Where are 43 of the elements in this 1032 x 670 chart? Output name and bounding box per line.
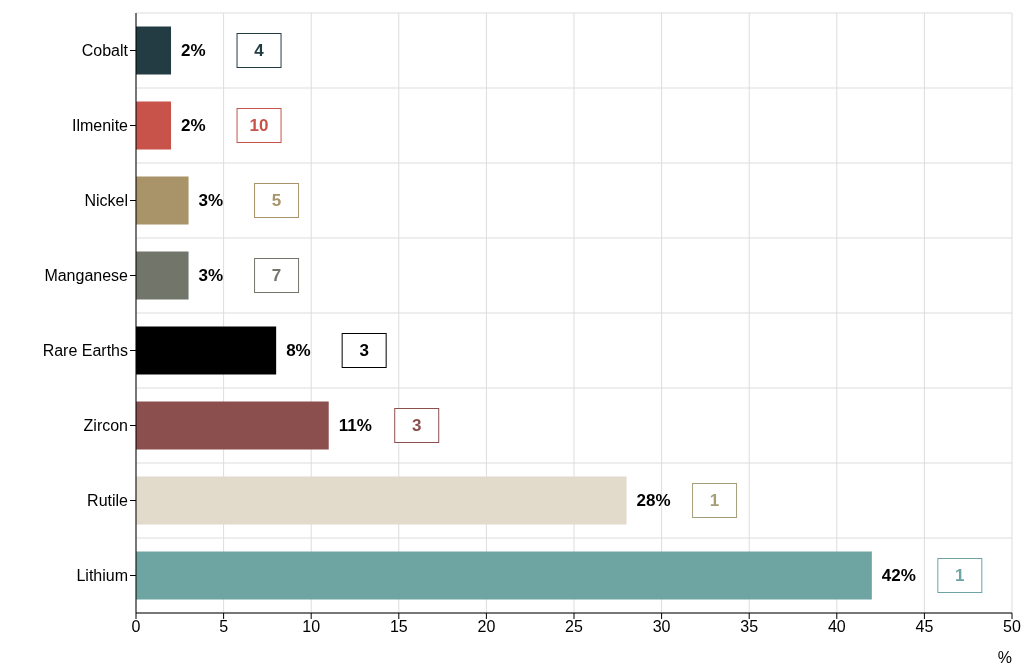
y-tick-label: Zircon xyxy=(83,417,128,435)
bar xyxy=(136,476,627,525)
data-label: 42% xyxy=(881,566,916,585)
bar xyxy=(136,26,172,75)
y-tick-label: Cobalt xyxy=(81,42,129,60)
data-label: 28% xyxy=(636,491,671,510)
x-tick-label: 5 xyxy=(219,618,229,636)
data-label: 3% xyxy=(198,191,224,210)
y-tick-label: Nickel xyxy=(84,192,128,210)
y-tick-label: Manganese xyxy=(44,267,129,285)
bar xyxy=(136,401,329,450)
bar xyxy=(136,551,872,600)
x-tick-label: 30 xyxy=(652,618,671,636)
data-label: 2% xyxy=(181,116,206,135)
y-tick-label: Rare Earths xyxy=(42,342,128,360)
annotation: 3 xyxy=(411,416,422,435)
annotation: 3 xyxy=(359,341,369,360)
y-tick-label: Lithium xyxy=(76,567,128,585)
data-label: 3% xyxy=(198,266,224,285)
annotation: 1 xyxy=(955,566,965,585)
y-tick-label: Rutile xyxy=(87,492,129,510)
data-label: 8% xyxy=(286,341,311,360)
data-label: 11% xyxy=(338,416,372,435)
x-tick-label: 50 xyxy=(1003,618,1021,636)
bar xyxy=(136,176,189,225)
x-tick-label: 15 xyxy=(389,618,408,636)
x-axis-title: % xyxy=(997,649,1012,666)
y-tick-label: Ilmenite xyxy=(71,117,129,135)
data-label: 2% xyxy=(181,41,206,60)
annotation: 5 xyxy=(271,191,282,210)
annotation: 10 xyxy=(249,116,269,135)
x-tick-label: 20 xyxy=(477,618,496,636)
annotation: 4 xyxy=(254,41,265,60)
annotation: 7 xyxy=(271,266,282,285)
annotation: 1 xyxy=(709,491,720,510)
bar xyxy=(136,251,189,300)
x-tick-label: 35 xyxy=(740,618,759,636)
x-tick-label: 25 xyxy=(565,618,583,636)
x-tick-label: 45 xyxy=(915,618,934,636)
x-tick-label: 0 xyxy=(131,618,141,636)
bar xyxy=(136,101,172,150)
x-tick-label: 40 xyxy=(827,618,846,636)
x-tick-label: 10 xyxy=(302,618,321,636)
